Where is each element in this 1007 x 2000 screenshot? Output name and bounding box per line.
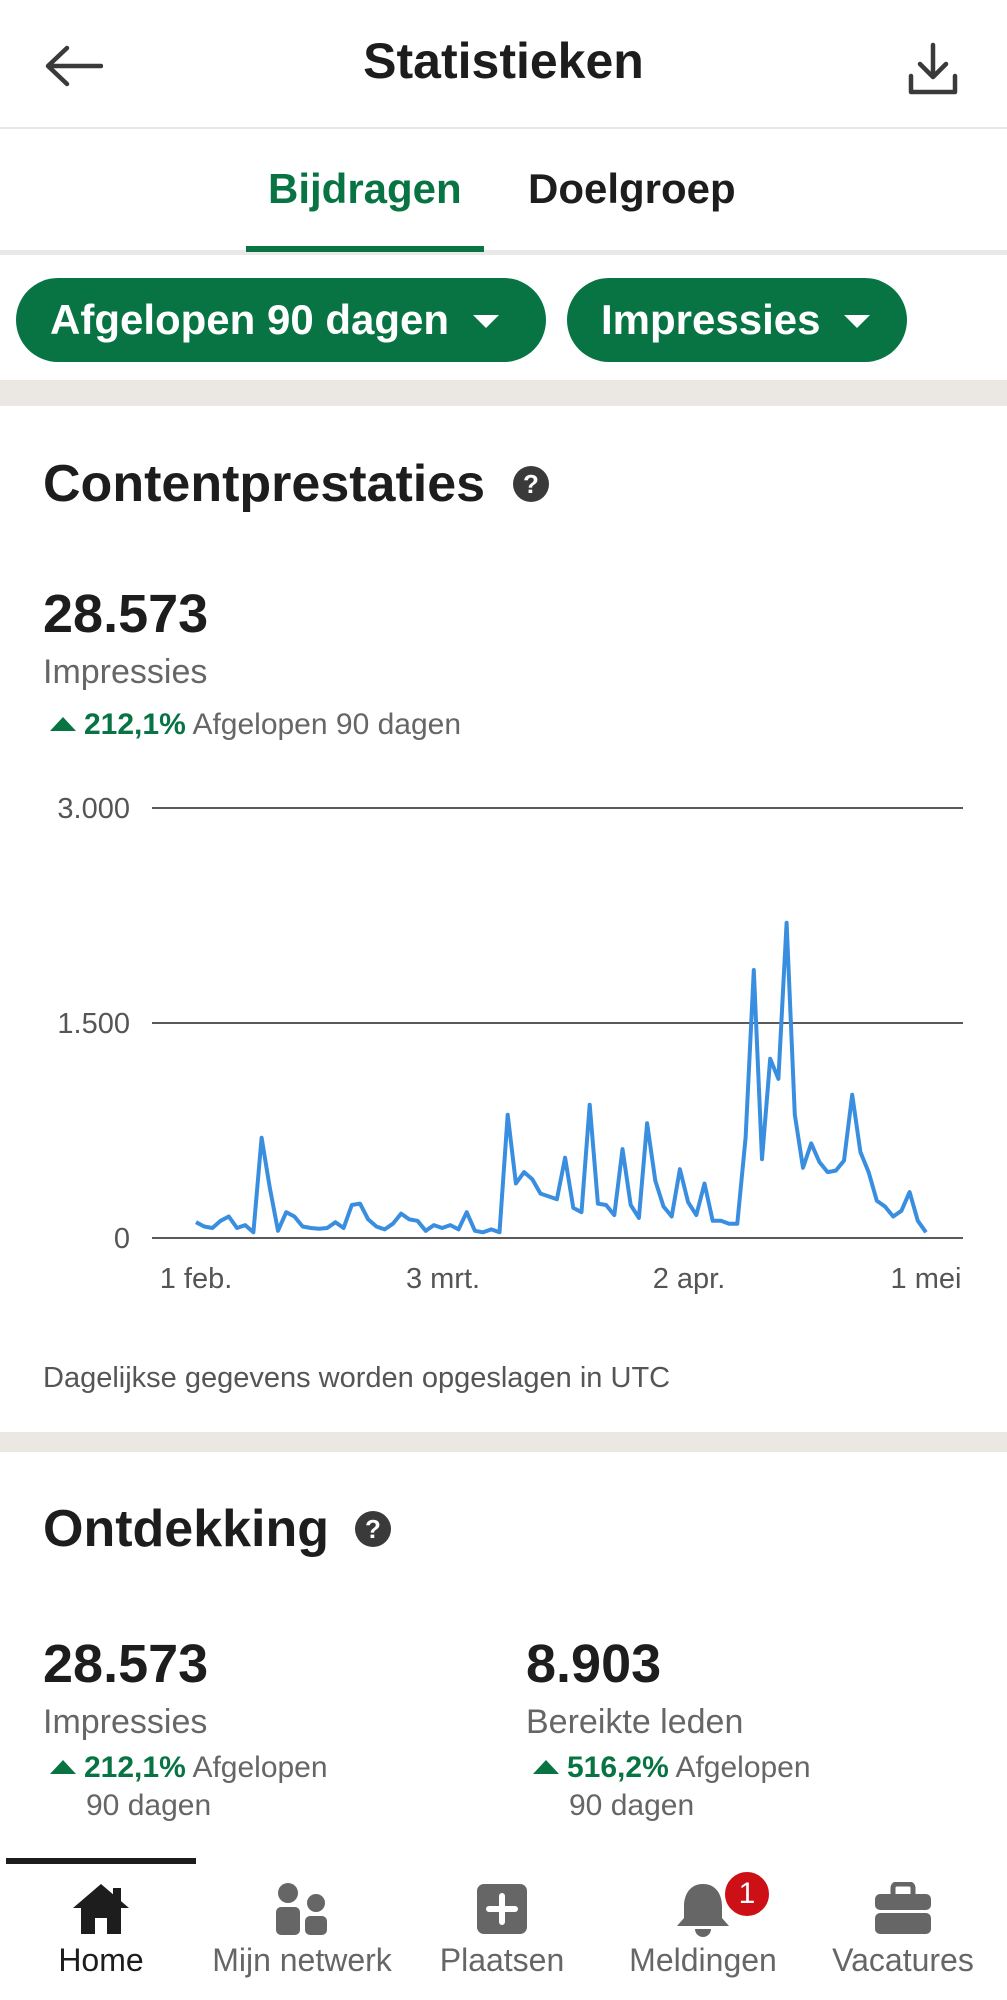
nav-jobs-label: Vacatures <box>832 1942 974 1978</box>
active-nav-indicator <box>6 1858 196 1864</box>
tab-bijdragen[interactable]: Bijdragen <box>268 165 462 212</box>
x-tick-label: 2 apr. <box>653 1263 726 1295</box>
impressions-change: 212,1% Afgelopen 90 dagen <box>50 706 461 744</box>
top-bar: Statistieken <box>0 0 1007 129</box>
nav-post-label: Plaatsen <box>439 1942 565 1978</box>
nav-my-network-label: Mijn netwerk <box>212 1942 392 1978</box>
y-tick-label: 3.000 <box>57 793 130 825</box>
metric-dropdown[interactable]: Impressies <box>567 278 907 362</box>
change-period: Afgelopen <box>192 1751 328 1784</box>
trend-up-icon <box>50 1760 76 1774</box>
network-icon <box>207 1878 397 1940</box>
date-range-label: Afgelopen 90 dagen <box>50 296 450 343</box>
trend-up-icon <box>50 717 76 731</box>
date-range-dropdown[interactable]: Afgelopen 90 dagen <box>16 278 546 362</box>
nav-post[interactable]: Plaatsen <box>407 1868 597 2000</box>
home-icon <box>6 1878 196 1940</box>
y-tick-label: 1.500 <box>57 1008 130 1040</box>
active-tab-indicator <box>246 246 484 252</box>
x-tick-label: 3 mrt. <box>406 1263 480 1295</box>
arrow-left-icon <box>45 45 103 87</box>
metric-label: Impressies <box>601 296 821 343</box>
change-percent: 212,1% <box>84 1751 186 1784</box>
change-percent: 516,2% <box>567 1751 669 1784</box>
help-icon[interactable]: ? <box>513 466 549 502</box>
x-tick-label: 1 mei <box>891 1263 962 1295</box>
download-icon <box>908 42 958 95</box>
post-plus-icon <box>407 1878 597 1940</box>
impressions-label: Impressies <box>43 653 208 691</box>
nav-notifications[interactable]: Meldingen <box>608 1868 798 2000</box>
page-title: Statistieken <box>363 33 644 89</box>
discovery-reach-change: 516,2% Afgelopen 90 dagen <box>533 1749 811 1825</box>
discovery-title: Ontdekking <box>43 1500 330 1558</box>
caret-down-icon <box>473 314 500 328</box>
trend-up-icon <box>533 1760 559 1774</box>
x-tick-label: 1 feb. <box>160 1263 233 1295</box>
download-button[interactable] <box>898 38 968 100</box>
back-button[interactable] <box>38 36 108 96</box>
help-icon[interactable]: ? <box>355 1511 391 1547</box>
bell-icon <box>608 1878 798 1940</box>
y-tick-label: 0 <box>114 1223 130 1255</box>
caret-down-icon <box>844 314 871 328</box>
discovery-impressions-change: 212,1% Afgelopen 90 dagen <box>50 1749 328 1825</box>
impressions-total: 28.573 <box>43 584 209 644</box>
briefcase-icon <box>808 1878 998 1940</box>
discovery-impressions-value: 28.573 <box>43 1634 209 1694</box>
nav-home[interactable]: Home <box>6 1868 196 2000</box>
nav-notifications-label: Meldingen <box>629 1942 777 1978</box>
change-period: 90 dagen <box>569 1789 695 1822</box>
section-divider <box>0 1432 1007 1452</box>
discovery-impressions-label: Impressies <box>43 1703 208 1741</box>
impressions-series-line <box>195 920 928 1235</box>
tab-bar: Bijdragen Doelgroep <box>0 129 1007 255</box>
discovery-reach-value: 8.903 <box>526 1634 662 1694</box>
nav-home-label: Home <box>58 1942 144 1978</box>
chart-footnote: Dagelijkse gegevens worden opgeslagen in… <box>43 1362 671 1394</box>
change-period: Afgelopen 90 dagen <box>192 708 462 741</box>
tab-doelgroep[interactable]: Doelgroep <box>528 165 736 212</box>
section-divider <box>0 380 1007 406</box>
change-period: Afgelopen <box>675 1751 811 1784</box>
impressions-line-chart: 3.000 1.500 0 1 feb. 3 mrt. 2 apr. 1 mei <box>57 793 963 1295</box>
change-period: 90 dagen <box>86 1789 212 1822</box>
nav-jobs[interactable]: Vacatures <box>808 1868 998 2000</box>
notification-badge: 1 <box>722 1869 772 1919</box>
discovery-reach-label: Bereikte leden <box>526 1703 744 1741</box>
content-performance-title: Contentprestaties <box>43 455 486 513</box>
change-percent: 212,1% <box>84 708 186 741</box>
nav-my-network[interactable]: Mijn netwerk <box>207 1868 397 2000</box>
